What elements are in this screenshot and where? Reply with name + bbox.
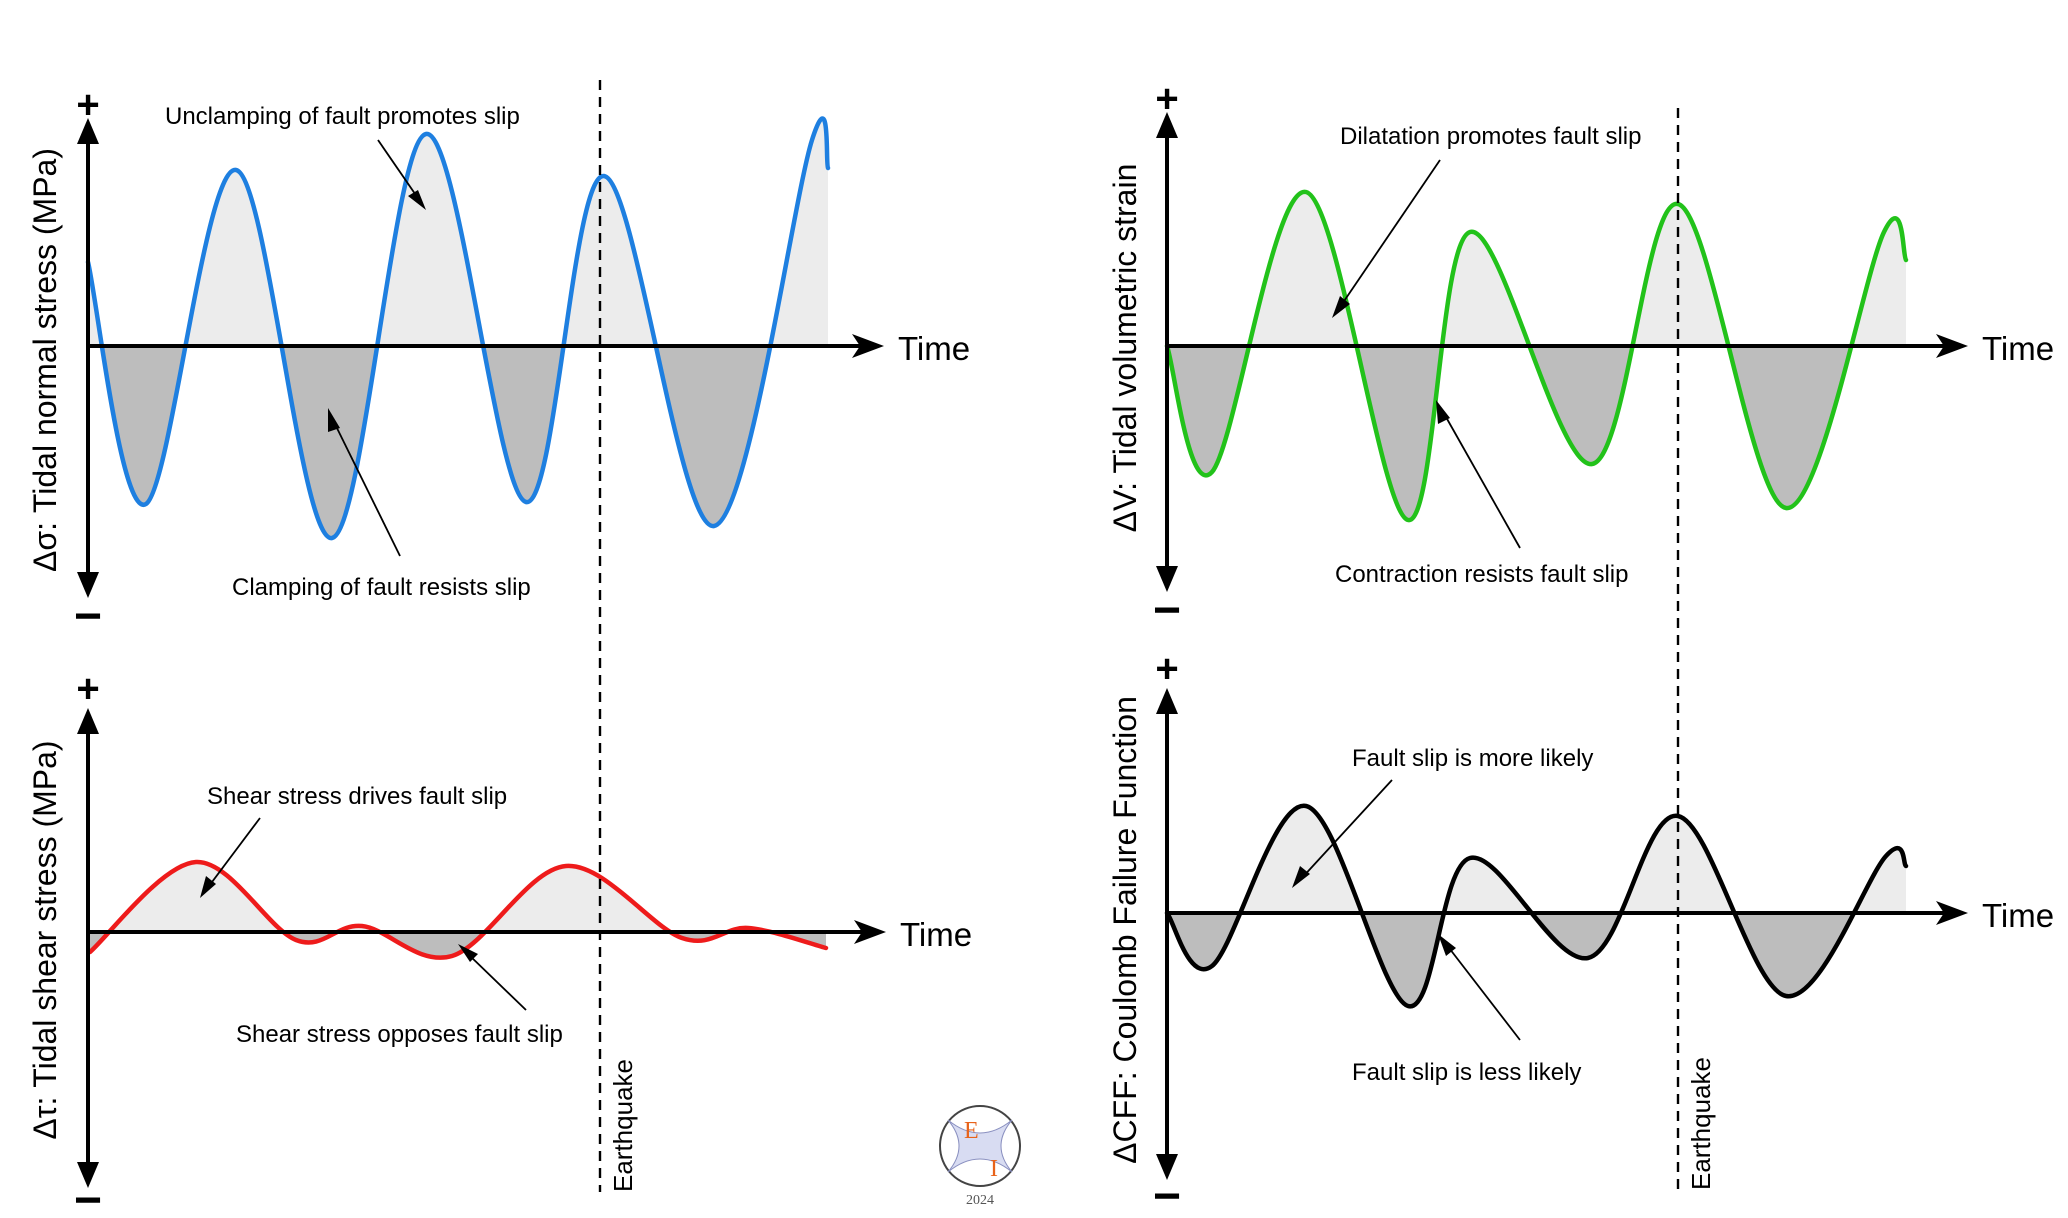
coulomb-annotation-top-leader: [1299, 779, 1393, 881]
coulomb-curve: [1164, 803, 1909, 1009]
shear-y-arrow-down: [77, 1162, 99, 1188]
volumetric-annotation-top: Dilatation promotes fault slip: [1340, 123, 1641, 150]
normal-y-arrow-up: [77, 118, 99, 144]
normal-annotation-bottom-leader: [331, 417, 401, 557]
shear-x-arrow: [854, 920, 886, 944]
normal-y-label: Δσ: Tidal normal stress (MPa): [27, 148, 63, 572]
coulomb-y-arrow-up: [1156, 688, 1178, 714]
coulomb-minus-sign: −: [1153, 1170, 1181, 1218]
ei-logo: E I 2024: [939, 1105, 1021, 1208]
logo-star-shape: [947, 1119, 1013, 1173]
shear-annotation-top-leader: [205, 817, 261, 891]
normal-minus-sign: −: [74, 590, 102, 643]
shear-y-label: Δτ: Tidal shear stress (MPa): [27, 740, 63, 1139]
logo-year: 2024: [966, 1193, 994, 1208]
logo-letter-i: I: [990, 1156, 998, 1182]
panel-shear-stress: + − Time Δτ: Tidal shear stress (MPa) Sh…: [27, 667, 972, 1218]
normal-annotation-bottom: Clamping of fault resists slip: [232, 574, 531, 601]
panel-normal-stress: + − Time Δσ: Tidal normal stress (MPa) U…: [27, 83, 970, 643]
volumetric-x-arrow: [1936, 334, 1968, 358]
volumetric-y-arrow-up: [1156, 112, 1178, 138]
shear-annotation-bottom-leader: [467, 953, 527, 1011]
panel-coulomb: + − Time ΔCFF: Coulomb Failure Function …: [1107, 647, 2054, 1218]
coulomb-x-label: Time: [1982, 897, 2054, 934]
normal-annotation-bottom-arrowhead: [328, 408, 340, 432]
earthquake-marker-left: Earthquake: [598, 80, 638, 1192]
shear-negative-fill: [90, 932, 826, 958]
earthquake-label-left: Earthquake: [608, 1059, 638, 1192]
coulomb-x-arrow: [1936, 901, 1968, 925]
volumetric-annotation-bottom-leader: [1441, 409, 1521, 549]
normal-stress-curve: [85, 116, 831, 541]
volumetric-minus-sign: −: [1153, 584, 1181, 637]
volumetric-negative-fill: [1167, 346, 1906, 521]
shear-x-label: Time: [900, 916, 972, 953]
volumetric-annotation-bottom-arrowhead: [1436, 400, 1450, 424]
volumetric-x-label: Time: [1982, 330, 2054, 367]
volumetric-y-arrow-down: [1156, 566, 1178, 592]
normal-annotation-top: Unclamping of fault promotes slip: [165, 103, 520, 130]
normal-y-arrow-down: [77, 572, 99, 598]
shear-plus-sign: +: [76, 667, 99, 711]
shear-positive-fill: [90, 861, 826, 932]
coulomb-plus-sign: +: [1155, 647, 1178, 691]
shear-annotation-top: Shear stress drives fault slip: [207, 783, 507, 810]
volumetric-y-label: ΔV: Tidal volumetric strain: [1107, 164, 1143, 533]
shear-stress-curve: [87, 859, 829, 960]
normal-x-label: Time: [898, 330, 970, 367]
normal-annotation-top-arrowhead: [408, 190, 426, 210]
normal-plus-sign: +: [76, 83, 99, 127]
earthquake-label-right: Earthquake: [1686, 1057, 1716, 1190]
shear-annotation-top-arrowhead: [200, 876, 216, 898]
logo-letter-e: E: [964, 1118, 979, 1144]
volumetric-plus-sign: +: [1155, 77, 1178, 121]
coulomb-y-arrow-down: [1156, 1154, 1178, 1180]
volumetric-annotation-top-leader: [1337, 159, 1441, 311]
coulomb-annotation-top-arrowhead: [1292, 866, 1310, 888]
shear-annotation-bottom-arrowhead: [458, 944, 478, 962]
coulomb-y-label: ΔCFF: Coulomb Failure Function: [1107, 696, 1143, 1164]
coulomb-annotation-bottom-arrowhead: [1438, 934, 1456, 956]
volumetric-positive-fill: [1167, 191, 1906, 346]
normal-x-arrow: [852, 334, 884, 358]
shear-y-arrow-up: [77, 708, 99, 734]
coulomb-annotation-bottom-leader: [1445, 943, 1521, 1041]
coulomb-annotation-top: Fault slip is more likely: [1352, 745, 1593, 772]
volumetric-annotation-top-arrowhead: [1332, 296, 1350, 318]
earthquake-marker-right: Earthquake: [1676, 108, 1716, 1190]
coulomb-annotation-bottom: Fault slip is less likely: [1352, 1059, 1581, 1086]
volumetric-annotation-bottom: Contraction resists fault slip: [1335, 561, 1628, 588]
shear-annotation-bottom: Shear stress opposes fault slip: [236, 1021, 563, 1048]
panel-volumetric-strain: + − Time ΔV: Tidal volumetric strain Dil…: [1107, 77, 2054, 637]
volumetric-strain-curve: [1164, 189, 1909, 523]
shear-minus-sign: −: [74, 1174, 102, 1218]
